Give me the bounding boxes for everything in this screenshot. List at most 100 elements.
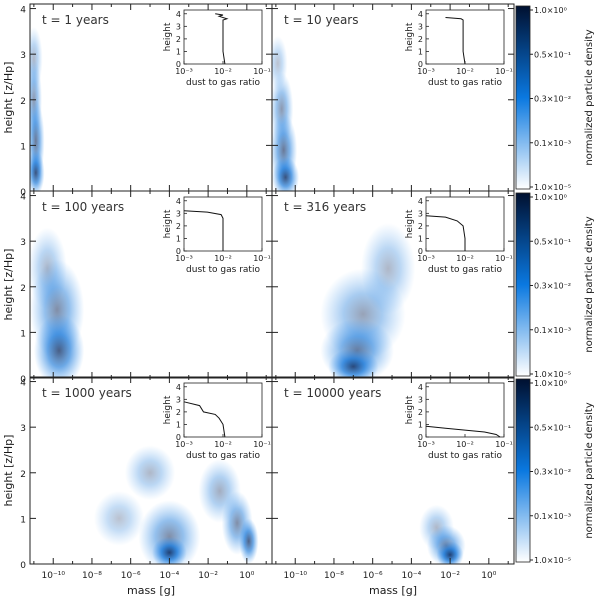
panel: 0 1 2 3 4 height [z/Hp] t = 1 years 0 1 2 3 4 10⁻³ 10… xyxy=(2,3,273,198)
y-tick-label: 1 xyxy=(20,329,26,339)
inset-x-tick-label: 10⁻³ xyxy=(175,67,193,76)
y-axis-label: height [z/Hp] xyxy=(2,435,15,507)
y-tick-label: 0 xyxy=(20,561,26,571)
density-map xyxy=(30,227,85,378)
colorbar-tick-label: 1.0×10⁰ xyxy=(534,6,567,15)
y-tick-label: 0 xyxy=(20,188,26,198)
inset-x-label: dust to gas ratio xyxy=(428,451,502,461)
y-tick-label: 1 xyxy=(20,142,26,152)
colorbar-tick-label: 0.3×10⁻² xyxy=(534,95,571,104)
density-blob xyxy=(239,518,259,564)
inset: 0 1 2 3 4 10⁻³ 10⁻² 10⁻¹ dust to gas ratio height xyxy=(405,9,513,88)
inset-y-tick-label: 0 xyxy=(418,247,423,256)
inset: 0 1 2 3 4 10⁻³ 10⁻² 10⁻¹ dust to gas ratio height xyxy=(163,382,271,461)
inset-x-tick-label: 10⁻² xyxy=(214,440,232,449)
x-tick-label: 10⁻² xyxy=(198,571,218,581)
inset-y-tick-label: 4 xyxy=(176,10,181,19)
panel-frame xyxy=(271,376,515,565)
inset-y-tick-label: 4 xyxy=(418,10,423,19)
colorbar-gradient xyxy=(515,192,531,377)
inset-profile-line xyxy=(425,425,501,438)
inset-frame xyxy=(183,382,263,438)
inset-y-tick-label: 2 xyxy=(176,408,181,417)
x-tick-label: 10⁻⁸ xyxy=(324,571,344,581)
inset-x-tick-label: 10⁻² xyxy=(456,440,474,449)
x-tick-label: 10⁻⁴ xyxy=(401,571,421,581)
inset-y-tick-label: 3 xyxy=(176,22,181,31)
inset-x-tick-label: 10⁻¹ xyxy=(495,67,513,76)
y-tick-label: 4 xyxy=(20,6,26,16)
inset-x-label: dust to gas ratio xyxy=(428,78,502,88)
inset-y-label: height xyxy=(163,395,173,424)
density-blob xyxy=(30,149,45,191)
inset: 0 1 2 3 4 10⁻³ 10⁻² 10⁻¹ dust to gas ratio height xyxy=(163,196,271,275)
inset-y-tick-label: 3 xyxy=(418,395,423,404)
x-tick-label: 10⁰ xyxy=(481,571,496,581)
inset-y-tick-label: 0 xyxy=(176,247,181,256)
inset-y-tick-label: 3 xyxy=(418,22,423,31)
inset-x-label: dust to gas ratio xyxy=(186,265,260,275)
inset-y-tick-label: 2 xyxy=(418,222,423,231)
colorbar-tick-label: 1.0×10⁰ xyxy=(534,193,567,202)
inset-y-label: height xyxy=(163,22,173,51)
density-map xyxy=(93,445,259,564)
inset-x-tick-label: 10⁻³ xyxy=(417,67,435,76)
density-map xyxy=(419,504,466,564)
density-map xyxy=(30,26,45,191)
inset-y-tick-label: 1 xyxy=(418,47,423,56)
density-map xyxy=(272,35,300,191)
inset-x-tick-label: 10⁻³ xyxy=(417,440,435,449)
y-axis-label: height [z/Hp] xyxy=(2,249,15,321)
inset-y-tick-label: 0 xyxy=(176,60,181,69)
inset-frame xyxy=(425,196,505,252)
inset-frame xyxy=(425,382,505,438)
inset-x-tick-label: 10⁻¹ xyxy=(495,254,513,263)
x-tick-label: 10⁻¹⁰ xyxy=(284,571,308,581)
inset-x-tick-label: 10⁻¹ xyxy=(253,254,271,263)
inset-y-tick-label: 1 xyxy=(176,420,181,429)
inset-y-tick-label: 2 xyxy=(418,35,423,44)
x-tick-label: 10⁻¹⁰ xyxy=(42,571,66,581)
colorbar-tick-label: 0.5×10⁻¹ xyxy=(534,50,571,59)
inset-x-tick-label: 10⁻³ xyxy=(175,440,193,449)
density-blob xyxy=(272,156,300,191)
time-label: t = 100 years xyxy=(42,200,124,214)
time-label: t = 1 years xyxy=(42,13,109,27)
density-map xyxy=(320,222,416,378)
inset-x-label: dust to gas ratio xyxy=(186,451,260,461)
inset-y-label: height xyxy=(163,209,173,238)
inset-profile-line xyxy=(215,13,229,65)
inset-y-tick-label: 1 xyxy=(418,420,423,429)
colorbar-tick-label: 0.5×10⁻¹ xyxy=(534,237,571,246)
inset-x-tick-label: 10⁻² xyxy=(456,67,474,76)
inset-y-tick-label: 3 xyxy=(176,395,181,404)
inset-x-tick-label: 10⁻² xyxy=(456,254,474,263)
density-blob xyxy=(33,314,85,378)
panel: t = 10 years 0 1 2 3 4 10⁻³ 10⁻² 10⁻¹ dust to gas… xyxy=(271,3,515,192)
colorbar-gradient xyxy=(515,5,531,190)
inset-profile-line xyxy=(183,401,226,438)
density-blob xyxy=(151,536,187,564)
colorbar-tick-label: 0.1×10⁻³ xyxy=(534,139,571,148)
inset-y-tick-label: 4 xyxy=(176,383,181,392)
colorbar-gradient xyxy=(515,378,531,563)
y-tick-label: 2 xyxy=(20,97,26,107)
density-blob xyxy=(124,445,176,501)
x-tick-label: 10⁻² xyxy=(440,571,460,581)
panel: 0 1 2 3 4 height [z/Hp] t = 100 years 0 1 2 3 4 10⁻³… xyxy=(2,190,273,385)
inset-y-tick-label: 4 xyxy=(176,197,181,206)
colorbar-label: normalized particle density xyxy=(584,402,595,538)
x-tick-label: 10⁰ xyxy=(239,571,254,581)
time-label: t = 10000 years xyxy=(284,386,381,400)
colorbar-tick-label: 1.0×10⁻⁵ xyxy=(534,556,571,565)
colorbar-tick-label: 0.3×10⁻² xyxy=(534,282,571,291)
y-tick-label: 1 xyxy=(20,515,26,525)
inset-y-tick-label: 1 xyxy=(176,47,181,56)
inset-y-tick-label: 0 xyxy=(418,433,423,442)
inset-y-tick-label: 4 xyxy=(418,383,423,392)
y-tick-label: 4 xyxy=(20,379,26,389)
y-tick-label: 3 xyxy=(20,51,26,61)
panel: 0 1 2 3 4 height [z/Hp] 10⁻¹⁰ 10⁻⁸ 10⁻⁶ 10⁻⁴ 10⁻² 1… xyxy=(2,376,273,581)
colorbar-tick-label: 1.0×10⁻⁵ xyxy=(534,370,571,379)
colorbar-tick-label: 0.3×10⁻² xyxy=(534,468,571,477)
